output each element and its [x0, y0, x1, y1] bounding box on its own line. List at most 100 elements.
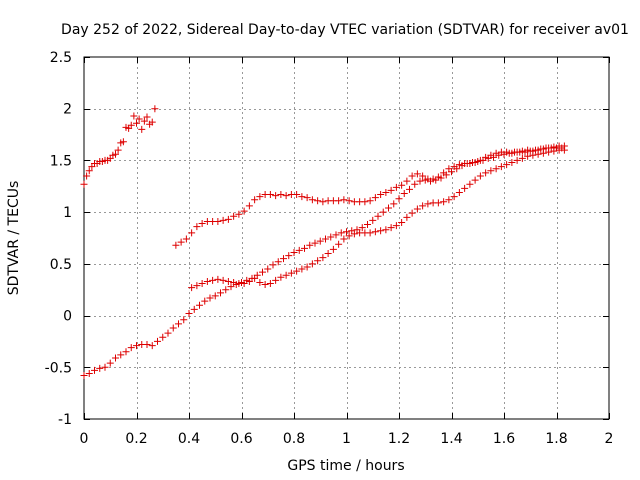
data-point	[471, 176, 479, 184]
data-point	[371, 228, 379, 236]
data-point	[319, 198, 327, 206]
data-point	[463, 160, 471, 168]
data-point	[222, 286, 230, 294]
data-point	[345, 232, 353, 240]
data-point	[340, 196, 348, 204]
data-point	[198, 280, 206, 288]
x-tick-label: 1.8	[545, 431, 567, 447]
data-point	[390, 200, 398, 208]
data-point	[259, 268, 266, 276]
data-point	[314, 257, 322, 265]
data-point	[133, 119, 140, 127]
data-point	[122, 348, 130, 356]
y-tick-label: 0.5	[50, 257, 72, 273]
data-point	[80, 180, 88, 188]
data-point	[440, 198, 448, 206]
data-point	[117, 351, 125, 359]
data-point	[529, 151, 537, 159]
data-point	[130, 112, 138, 120]
data-point	[403, 213, 411, 221]
data-point	[298, 193, 306, 201]
data-point	[256, 193, 264, 201]
data-point	[427, 177, 434, 185]
data-point	[303, 194, 311, 202]
data-point	[198, 220, 206, 228]
x-tick-label: 1.6	[493, 431, 515, 447]
data-point	[340, 235, 348, 243]
data-point	[280, 255, 287, 263]
data-point	[395, 195, 403, 203]
data-point	[371, 194, 379, 202]
data-point	[442, 171, 450, 179]
data-point	[272, 192, 280, 200]
data-point	[219, 276, 227, 284]
y-tick-label: -0.5	[45, 360, 72, 376]
data-point	[545, 148, 553, 156]
x-axis-label: GPS time / hours	[287, 458, 404, 474]
data-point	[193, 223, 201, 231]
x-tick-label: 1.2	[388, 431, 410, 447]
data-point	[143, 113, 151, 121]
data-point	[503, 161, 511, 169]
data-point	[196, 301, 203, 309]
data-point	[298, 265, 306, 273]
data-point	[327, 233, 335, 241]
data-point	[224, 215, 232, 223]
data-point	[448, 168, 455, 176]
data-point	[490, 153, 497, 161]
data-point	[419, 202, 427, 210]
data-point	[382, 226, 390, 234]
data-point	[96, 364, 104, 372]
data-point	[518, 154, 526, 162]
data-point	[235, 210, 243, 218]
data-point	[251, 196, 259, 204]
data-point	[319, 254, 327, 262]
data-point	[419, 172, 427, 180]
data-point	[532, 146, 539, 154]
data-point	[290, 248, 298, 256]
data-point	[85, 369, 93, 377]
data-point	[492, 165, 500, 173]
data-point	[560, 146, 568, 154]
data-point	[188, 229, 196, 237]
data-point	[209, 276, 217, 284]
x-tick-label: 2	[605, 431, 614, 447]
data-point	[377, 227, 385, 235]
data-point	[322, 235, 329, 243]
data-point	[164, 329, 172, 337]
data-point	[301, 244, 308, 252]
data-point	[240, 280, 248, 288]
data-point	[214, 217, 222, 225]
axis-ticks: 0 0.2 0.4 0.6 0.8 1 1.2 1.4 1.6 1.8 2 -1 -0.5 0 0.5 1 1.…	[45, 50, 614, 447]
data-point	[277, 273, 285, 281]
data-point	[476, 172, 484, 180]
data-point	[335, 240, 343, 248]
data-point	[182, 235, 190, 243]
data-point	[479, 156, 487, 164]
data-point	[500, 150, 508, 158]
data-point	[269, 261, 277, 269]
data-point	[217, 289, 224, 297]
data-point	[495, 151, 503, 159]
data-point	[461, 184, 469, 192]
data-point	[416, 177, 424, 185]
data-point	[245, 277, 253, 285]
data-point	[230, 212, 238, 220]
data-point	[324, 250, 332, 258]
data-point	[83, 172, 91, 180]
data-point	[287, 269, 295, 277]
data-point	[445, 196, 453, 204]
data-point	[400, 190, 408, 198]
data-point	[337, 229, 345, 237]
data-point	[91, 366, 98, 374]
data-point	[266, 280, 274, 288]
data-point	[434, 199, 442, 207]
data-point	[369, 216, 377, 224]
data-point	[521, 148, 529, 156]
data-point	[285, 252, 293, 260]
y-tick-label: 0	[63, 309, 72, 325]
data-point	[114, 146, 122, 154]
data-point	[358, 224, 366, 232]
data-point	[408, 172, 416, 180]
data-point	[306, 241, 314, 249]
